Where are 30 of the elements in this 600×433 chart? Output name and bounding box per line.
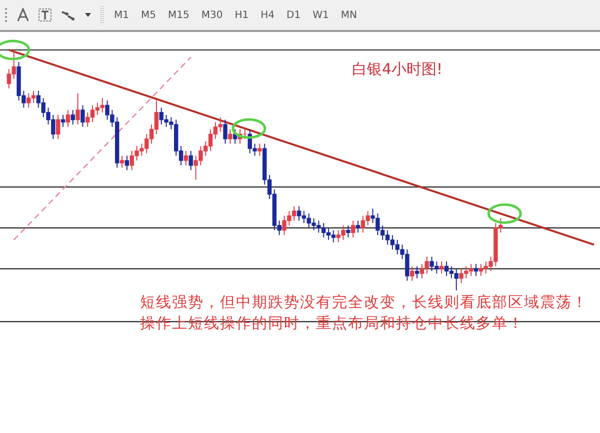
candlestick	[70, 110, 75, 125]
candlestick	[346, 224, 350, 238]
candlestick	[188, 150, 193, 171]
text: H1	[234, 8, 250, 22]
candlestick	[60, 114, 66, 128]
candlestick	[228, 128, 232, 144]
candlestick	[80, 104, 85, 128]
candlestick	[440, 261, 444, 274]
candlestick	[258, 143, 262, 156]
candlestick	[351, 220, 356, 238]
candlestick	[124, 155, 130, 171]
candlestick	[184, 150, 188, 166]
candlestick	[56, 114, 60, 140]
candlestick	[410, 266, 414, 282]
text: 白银4小时图!	[352, 60, 443, 79]
text: M15	[167, 8, 190, 22]
text: M30	[200, 8, 224, 22]
candlestick	[223, 119, 228, 144]
candlestick	[76, 92, 80, 125]
text: M1	[113, 8, 130, 22]
text: D1	[286, 8, 302, 22]
text: W1	[312, 8, 330, 22]
text: M5	[140, 8, 157, 22]
candlestick	[414, 266, 420, 279]
candlestick	[120, 155, 124, 168]
candlestick	[356, 220, 360, 234]
candlestick	[66, 110, 70, 128]
text: MN	[340, 8, 358, 22]
text: H4	[260, 8, 276, 22]
candlestick	[474, 263, 478, 276]
